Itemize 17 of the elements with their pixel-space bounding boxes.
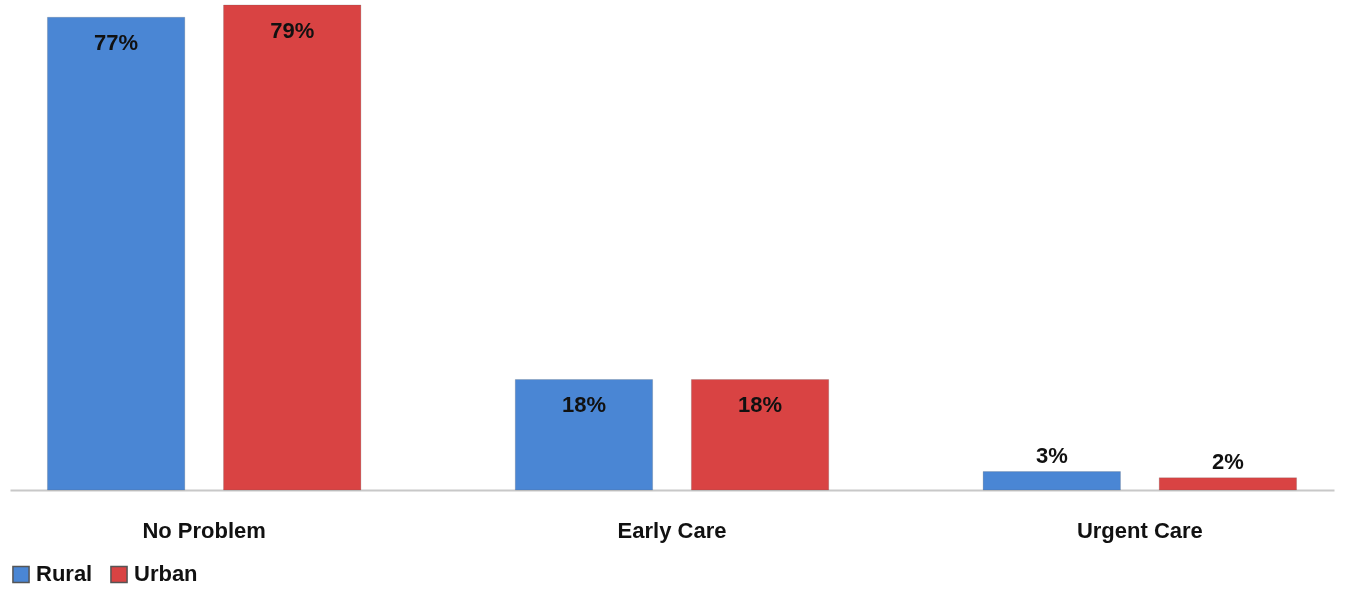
data-label: 77% — [94, 30, 139, 56]
x-tick-label: No Problem — [142, 517, 266, 543]
bar — [982, 471, 1121, 491]
data-label: 2% — [1212, 448, 1244, 474]
bar — [47, 17, 186, 491]
bar — [515, 379, 653, 491]
bar — [691, 379, 829, 491]
bar — [223, 4, 362, 491]
bar — [1158, 477, 1297, 491]
legend-label: Rural — [36, 561, 93, 587]
x-tick-label: Early Care — [617, 517, 727, 543]
data-label: 79% — [270, 18, 315, 43]
data-label: 3% — [1035, 442, 1068, 468]
data-label: 18% — [738, 392, 783, 418]
x-tick-label: Urgent Care — [1076, 517, 1203, 543]
data-label: 18% — [561, 392, 606, 418]
legend-label: Urban — [134, 561, 198, 587]
